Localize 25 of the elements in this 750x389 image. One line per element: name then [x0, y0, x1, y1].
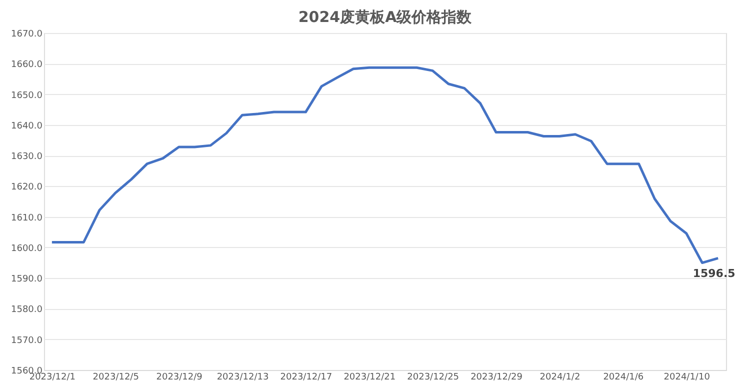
- x-tick-label: 2023/12/17: [280, 372, 332, 382]
- line-series: [50, 66, 720, 264]
- x-tick-label: 2023/12/29: [470, 372, 523, 382]
- y-tick-label: 1630.0: [11, 152, 43, 162]
- data-label: 1596.5: [692, 267, 736, 280]
- y-tick-label: 1650.0: [11, 90, 43, 101]
- y-tick-label: 1670.0: [11, 30, 43, 40]
- y-tick-label: 1590.0: [11, 274, 43, 285]
- x-tick-label: 2023/12/25: [407, 372, 460, 382]
- x-tick-label: 2023/12/13: [216, 372, 269, 382]
- y-tick-label: 1620.0: [11, 182, 43, 193]
- x-tick-label: 2023/12/1: [29, 372, 76, 382]
- x-tick-label: 2023/12/9: [156, 372, 203, 382]
- y-tick-label: 1580.0: [11, 305, 43, 316]
- y-tick-label: 1640.0: [11, 121, 43, 132]
- y-tick-label: 1600.0: [11, 244, 43, 254]
- x-tick-label: 2024/1/10: [664, 372, 710, 382]
- x-tick-label: 2024/1/2: [540, 372, 580, 382]
- y-tick-label: 1570.0: [11, 336, 43, 346]
- y-tick-label: 1660.0: [11, 60, 43, 70]
- x-tick-label: 2024/1/6: [603, 372, 644, 382]
- x-tick-label: 2023/12/21: [344, 372, 396, 382]
- chart-title: 2024废黄板A级价格指数: [298, 8, 473, 26]
- x-tick-label: 2023/12/5: [92, 372, 139, 382]
- y-tick-label: 1610.0: [11, 213, 43, 224]
